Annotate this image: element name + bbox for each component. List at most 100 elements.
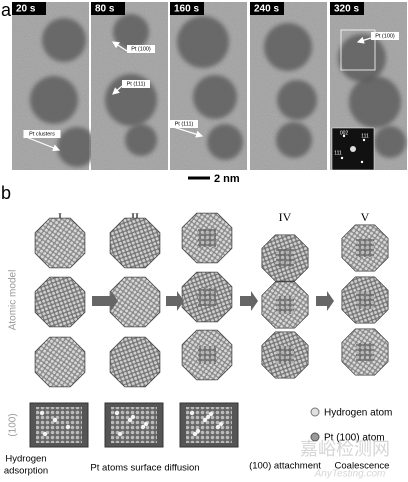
tem-frame: 20 s Pt clusters (12, 2, 97, 170)
annotation-arrow (112, 85, 123, 95)
hydrogen-atom (39, 410, 45, 416)
hydrogen-atom (215, 424, 221, 430)
process-arrow (92, 291, 118, 311)
annotation: Pt (100) (131, 46, 151, 52)
pt100-facet (356, 343, 374, 361)
time-label: 160 s (174, 4, 199, 15)
nanoparticle (177, 16, 229, 68)
fft-spot (362, 138, 366, 142)
pt100-facet (276, 346, 294, 364)
panel-label: a (1, 0, 12, 20)
stage-label: I (58, 210, 62, 224)
tem-frame: 240 s (250, 2, 327, 170)
fft-center (350, 146, 356, 152)
fft-inset: 002 111 111 (331, 127, 375, 171)
legend-pt (310, 432, 320, 442)
nanoparticle (374, 126, 406, 158)
atomic-cluster (109, 276, 161, 328)
pt100-facet (198, 229, 216, 247)
hydrogen-atom (117, 431, 123, 437)
hydrogen-atom (208, 411, 214, 417)
nanoparticle (264, 23, 312, 71)
time-badge (91, 2, 125, 15)
time-badge (250, 2, 284, 15)
row-label: (100) (8, 413, 19, 436)
stage-label: V (361, 210, 370, 224)
nanoparticle (193, 75, 237, 119)
time-label: 20 s (16, 4, 36, 15)
fft-label: 111 (334, 150, 342, 156)
hydrogen-atom (218, 421, 224, 427)
tem-frame: 160 s Pt (111) (169, 2, 247, 170)
fft-spot (360, 160, 364, 164)
annotation-box (23, 130, 61, 138)
time-badge (330, 2, 364, 15)
annotation-arrow (169, 125, 204, 138)
time-label: 80 s (95, 4, 115, 15)
atomic-cluster (34, 276, 86, 328)
pt100-facet (276, 249, 294, 267)
annotation-box (170, 120, 198, 128)
nanoparticle (113, 14, 149, 50)
scale-bar-label: 2 nm (214, 173, 240, 185)
hydrogen-atom (205, 414, 211, 420)
caption: adsorption (4, 466, 48, 477)
caption: Hydrogen (5, 454, 46, 465)
pt100-facet (276, 296, 294, 314)
fft-spot (342, 134, 346, 138)
nanoparticle (349, 76, 401, 128)
process-arrow (316, 291, 334, 311)
annotation: Pt clusters (29, 131, 55, 137)
legend-hydrogen (310, 407, 320, 417)
row-label: Atomic model (8, 270, 19, 331)
time-label: 240 s (254, 4, 279, 15)
atomic-cluster (109, 217, 161, 269)
hydrogen-atom (192, 431, 198, 437)
nanoparticle (276, 122, 312, 158)
caption: (100) attachment (249, 461, 321, 472)
stage-label: II (131, 210, 139, 224)
process-arrow (240, 291, 258, 311)
tem-frame: 80 s Pt (100) Pt (111) (91, 2, 168, 170)
annotation-arrow (356, 36, 372, 44)
caption: Pt atoms surface diffusion (90, 463, 199, 474)
hydrogen-atom (114, 410, 120, 416)
annotation-box (122, 80, 150, 88)
hydrogen-atom (195, 428, 201, 434)
annotation-arrow (111, 41, 128, 52)
annotation-arrow (23, 135, 61, 152)
hydrogen-atom (127, 417, 133, 423)
hydrogen-atom (143, 421, 149, 427)
pt100-facet (198, 346, 216, 364)
hydrogen-atom (202, 417, 208, 423)
nanoparticle (277, 80, 317, 120)
fft-label: 111 (361, 133, 369, 139)
pt100-facet (356, 291, 374, 309)
nanoparticle (207, 124, 243, 160)
process-arrow (166, 291, 184, 311)
nanoparticle (57, 127, 97, 167)
pt100-facet (356, 239, 374, 257)
atomic-cluster (109, 336, 161, 388)
watermark: 嘉峪检测网 (300, 439, 390, 460)
nanoparticle (125, 124, 157, 156)
nanoparticle (30, 76, 78, 124)
pt100-facet (198, 288, 216, 306)
fft-spot (340, 156, 344, 160)
fft-label: 002 (340, 130, 349, 136)
atomic-cluster (34, 336, 86, 388)
hydrogen-atom (52, 417, 58, 423)
panel-label: b (1, 183, 11, 203)
time-label: 320 s (334, 4, 359, 15)
annotation: Pt (111) (175, 121, 194, 127)
annotation: Pt (100) (375, 33, 395, 39)
annotation-box (371, 32, 399, 40)
caption: Coalescence (335, 461, 390, 472)
time-badge (170, 2, 204, 15)
time-badge (12, 2, 46, 15)
legend-label: Pt (100) atom (324, 433, 385, 444)
hydrogen-atom (65, 424, 71, 430)
hydrogen-atom (140, 424, 146, 430)
stage-label: IV (279, 210, 292, 224)
